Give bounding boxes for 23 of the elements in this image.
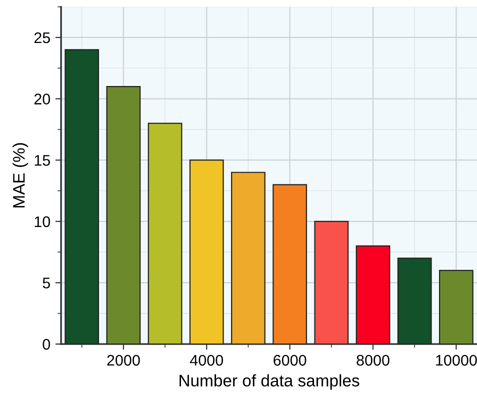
bar	[231, 172, 266, 344]
x-tick-label: 10000	[436, 354, 477, 366]
bar	[148, 122, 182, 344]
x-tick-label: 4000	[190, 354, 224, 366]
x-tick-label: 2000	[107, 354, 140, 366]
y-tick-label: 20	[34, 94, 50, 104]
y-axis-title: MAE (%)	[12, 143, 28, 208]
bar	[439, 270, 474, 344]
bar	[106, 86, 141, 344]
y-tick-label: 0	[42, 338, 50, 350]
bar	[272, 184, 308, 344]
y-tick-label: 25	[34, 32, 50, 44]
y-tick-label: 10	[34, 216, 50, 228]
x-tick-label: 8000	[356, 354, 390, 366]
bar	[64, 49, 100, 344]
bar	[189, 160, 224, 344]
bar	[397, 258, 432, 344]
y-tick-label: 15	[34, 155, 50, 166]
x-tick-label: 6000	[274, 354, 306, 366]
x-axis-title: Number of data samples	[180, 374, 360, 390]
y-tick-label: 5	[42, 278, 50, 288]
bar	[314, 220, 349, 344]
bar	[356, 245, 390, 344]
